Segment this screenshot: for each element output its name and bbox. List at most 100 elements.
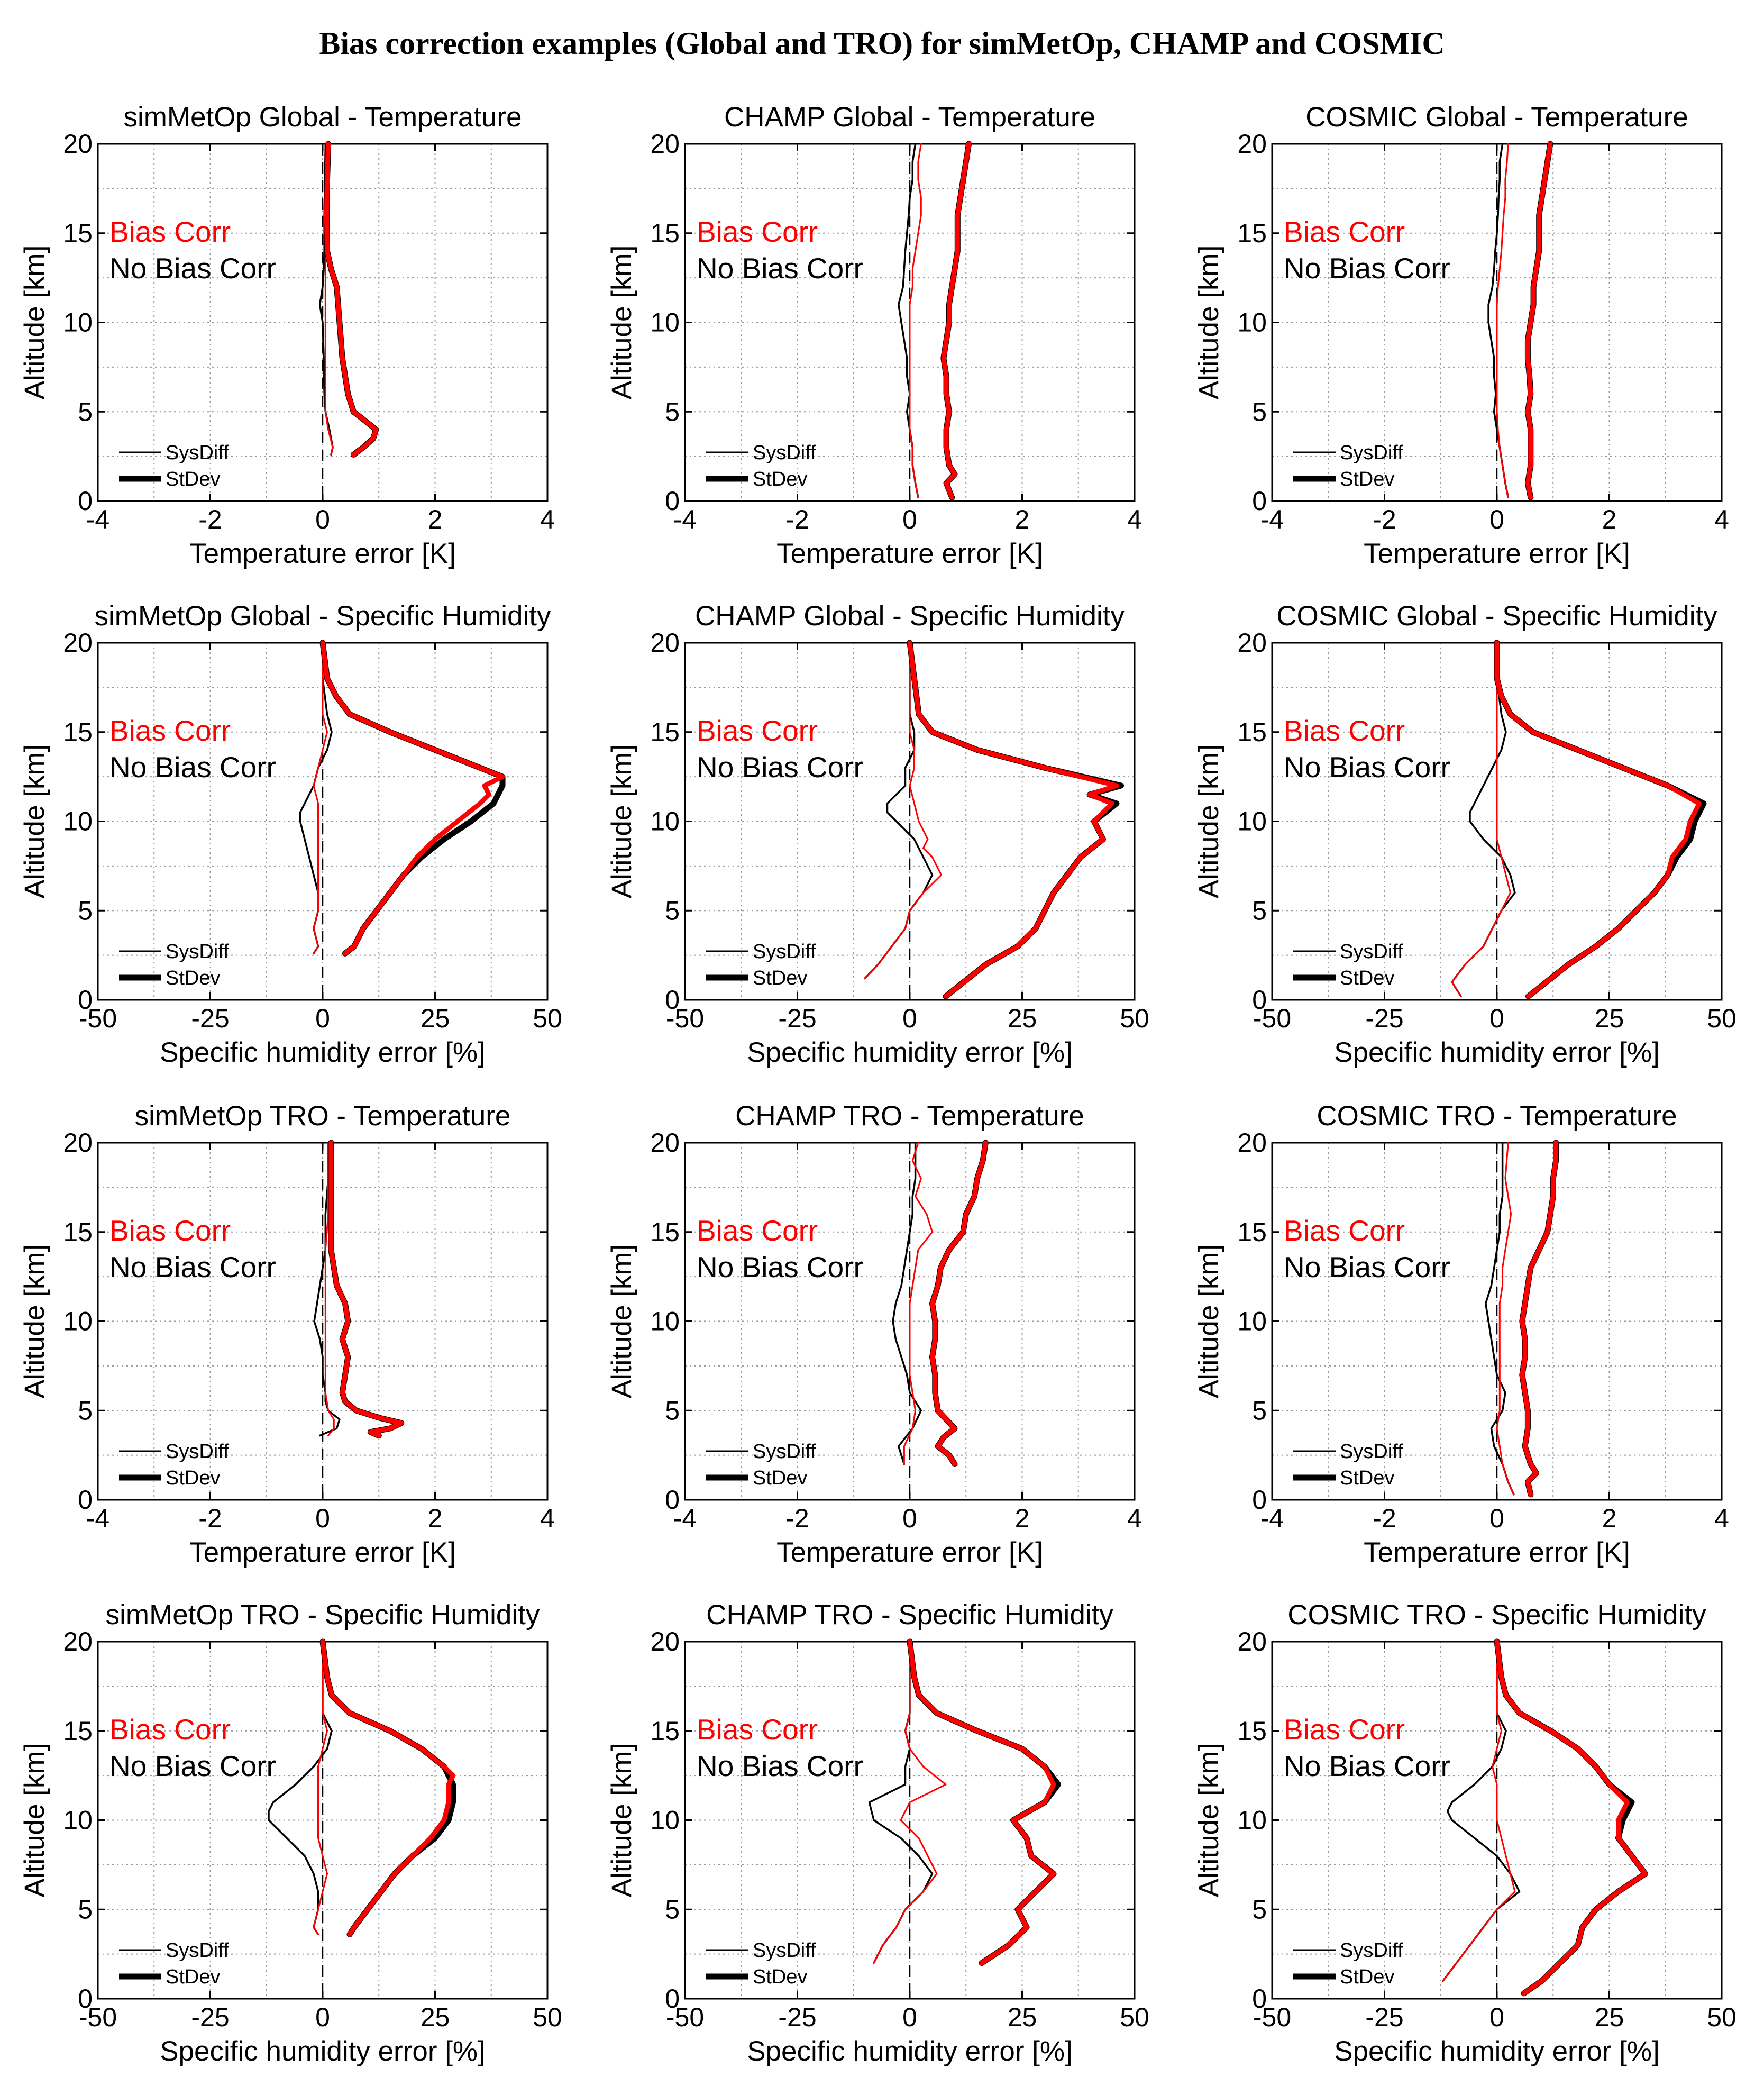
x-tick-label: -25 <box>1365 1004 1403 1033</box>
annotation-bias-corr: Bias Corr <box>697 1214 818 1247</box>
x-tick-label: -25 <box>191 2002 229 2032</box>
annotation-bias-corr: Bias Corr <box>1284 1713 1405 1746</box>
series-line <box>1494 640 1702 999</box>
y-axis-label: Altitude [km] <box>1193 744 1224 899</box>
plot-panel: -4 -2 0 2 4 0 5 10 15 20 CHAMP Global - Temperatur… <box>606 102 1142 569</box>
y-tick-label: 20 <box>1237 129 1267 159</box>
legend-label-stdev: StDev <box>1340 1467 1394 1489</box>
annotation-no-bias-corr: No Bias Corr <box>1284 751 1450 784</box>
y-axis-label: Altitude [km] <box>19 1244 50 1399</box>
y-tick-label: 0 <box>665 1984 680 2014</box>
legend-label-stdev: StDev <box>1340 967 1394 989</box>
y-tick-label: 20 <box>1237 1627 1267 1656</box>
x-tick-label: 0 <box>902 1004 917 1033</box>
series-line <box>1494 1639 1648 1996</box>
series-line <box>328 1140 404 1438</box>
legend-label-sysdiff: SysDiff <box>166 941 229 963</box>
x-axis-label: Temperature error [K] <box>189 1537 456 1568</box>
y-tick-label: 5 <box>665 397 680 426</box>
y-tick-label: 0 <box>78 1485 93 1515</box>
x-tick-label: -25 <box>778 2002 816 2032</box>
legend-label-stdev: StDev <box>166 1966 220 1988</box>
y-tick-label: 10 <box>63 807 93 836</box>
legend-label-sysdiff: SysDiff <box>753 442 816 464</box>
panel-title: COSMIC Global - Temperature <box>1305 102 1688 133</box>
x-tick-label: -2 <box>785 1504 809 1533</box>
y-axis-label: Altitude [km] <box>1193 245 1224 400</box>
x-tick-label: 50 <box>533 1004 562 1033</box>
annotation-no-bias-corr: No Bias Corr <box>1284 1251 1450 1283</box>
panel-title: simMetOp TRO - Specific Humidity <box>106 1599 540 1631</box>
panel-title: COSMIC TRO - Temperature <box>1317 1100 1677 1132</box>
plot-panel: -4 -2 0 2 4 0 5 10 15 20 simMetOp Global - Tempera… <box>19 102 555 569</box>
plot-panel: -50 -25 0 25 50 0 5 10 15 20 simMetOp TRO - Specif… <box>19 1599 562 2067</box>
panel-title: simMetOp Global - Specific Humidity <box>95 600 551 632</box>
panel-title: simMetOp TRO - Temperature <box>135 1100 511 1132</box>
legend-label-sysdiff: SysDiff <box>166 1939 229 1962</box>
legend-label-stdev: StDev <box>753 967 807 989</box>
x-tick-label: 25 <box>1595 1004 1624 1033</box>
series-line <box>1525 141 1553 500</box>
x-tick-label: 0 <box>902 2002 917 2032</box>
y-tick-label: 5 <box>1252 1894 1267 1924</box>
x-tick-label: 2 <box>428 1504 443 1533</box>
x-axis-label: Specific humidity error [%] <box>160 1037 486 1068</box>
x-tick-label: -4 <box>673 505 697 534</box>
y-tick-label: 20 <box>63 1627 93 1656</box>
y-tick-label: 0 <box>665 985 680 1015</box>
y-tick-label: 10 <box>650 1307 680 1336</box>
y-tick-label: 20 <box>650 1627 680 1656</box>
annotation-no-bias-corr: No Bias Corr <box>697 751 863 784</box>
y-tick-label: 10 <box>650 1806 680 1835</box>
x-tick-label: -4 <box>86 505 109 534</box>
x-tick-label: 2 <box>428 505 443 534</box>
legend-label-sysdiff: SysDiff <box>166 1441 229 1463</box>
y-tick-label: 10 <box>650 807 680 836</box>
series-line <box>1485 1142 1515 1496</box>
y-tick-label: 10 <box>650 308 680 338</box>
x-tick-label: 2 <box>1015 505 1030 534</box>
series-line <box>864 642 942 979</box>
plot-panel: -50 -25 0 25 50 0 5 10 15 20 CHAMP TRO - Specific … <box>606 1599 1149 2067</box>
y-axis-label: Altitude [km] <box>19 245 50 400</box>
x-tick-label: 50 <box>1707 1004 1736 1033</box>
legend-label-sysdiff: SysDiff <box>1340 1939 1403 1962</box>
plot-panel: -50 -25 0 25 50 0 5 10 15 20 CHAMP Global - Specif… <box>606 600 1149 1068</box>
plot-panel: -50 -25 0 25 50 0 5 10 15 20 COSMIC Global - Speci… <box>1193 600 1736 1068</box>
x-tick-label: 0 <box>1489 1004 1504 1033</box>
y-tick-label: 5 <box>1252 1396 1267 1425</box>
x-tick-label: 50 <box>1120 1004 1149 1033</box>
x-axis-label: Specific humidity error [%] <box>160 2036 486 2067</box>
panel-title: COSMIC TRO - Specific Humidity <box>1287 1599 1706 1631</box>
y-axis-label: Altitude [km] <box>606 245 637 400</box>
series-line <box>941 141 972 500</box>
plot-panel: -4 -2 0 2 4 0 5 10 15 20 COSMIC Global - Temperatu… <box>1193 102 1729 569</box>
annotation-bias-corr: Bias Corr <box>109 215 231 248</box>
y-tick-label: 0 <box>78 985 93 1015</box>
y-tick-label: 5 <box>665 896 680 925</box>
panel-title: CHAMP Global - Temperature <box>724 102 1095 133</box>
x-tick-label: 0 <box>315 2002 330 2032</box>
annotation-bias-corr: Bias Corr <box>697 1713 818 1746</box>
y-tick-label: 20 <box>63 129 93 159</box>
y-axis-label: Altitude [km] <box>606 1743 637 1898</box>
x-tick-label: 0 <box>315 1004 330 1033</box>
y-tick-label: 15 <box>63 1217 93 1247</box>
series-line <box>898 143 919 499</box>
y-tick-label: 5 <box>78 1894 93 1924</box>
x-tick-label: 4 <box>1127 1504 1142 1533</box>
y-tick-label: 5 <box>665 1396 680 1425</box>
y-tick-label: 15 <box>650 717 680 747</box>
legend-label-stdev: StDev <box>1340 1966 1394 1988</box>
series-line <box>268 1641 333 1936</box>
annotation-bias-corr: Bias Corr <box>1284 215 1405 248</box>
x-tick-label: -2 <box>198 505 222 534</box>
series-line <box>1496 1142 1515 1496</box>
y-tick-label: 20 <box>1237 1128 1267 1158</box>
x-tick-label: 4 <box>540 1504 555 1533</box>
legend-label-sysdiff: SysDiff <box>1340 941 1403 963</box>
x-tick-label: -2 <box>1373 1504 1396 1533</box>
x-axis-label: Temperature error [K] <box>1364 538 1630 569</box>
x-tick-label: -25 <box>1365 2002 1403 2032</box>
